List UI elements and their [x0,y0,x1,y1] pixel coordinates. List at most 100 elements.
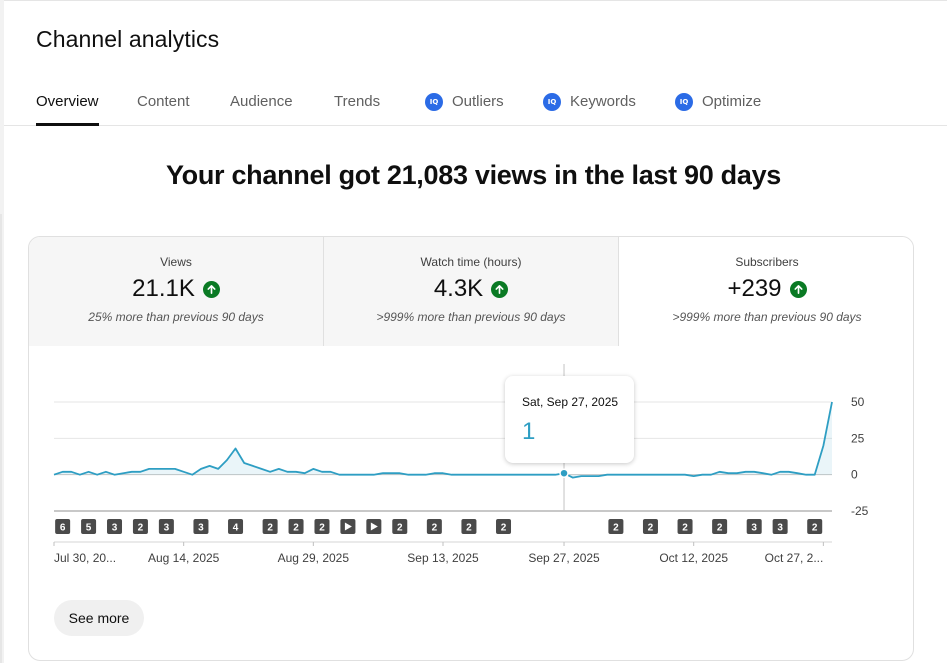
metric-subscribers[interactable]: Subscribers +239 >999% more than previou… [619,237,913,346]
tooltip-date: Sat, Sep 27, 2025 [522,395,619,409]
tab-content[interactable]: Content [137,78,190,125]
metric-value: 21.1K [132,275,195,302]
annotation-count: 5 [86,523,92,534]
annotation-box [288,519,304,534]
annotation-box [81,519,97,534]
metric-value-row: 21.1K [29,275,323,303]
metric-value: +239 [727,275,782,302]
series-line [53,401,833,479]
metric-views[interactable]: Views 21.1K 25% more than previous 90 da… [29,237,324,346]
annotation-box [772,519,788,534]
metric-value-row: 4.3K [324,275,618,303]
annotation-box [642,519,658,534]
metric-value-row: +239 [619,275,913,303]
arrow-up-icon [491,280,509,298]
arrow-up-icon [202,280,220,298]
annotation-box [496,519,512,534]
metric-comparison: >999% more than previous 90 days [672,310,862,324]
metric-comparison: 25% more than previous 90 days [88,310,264,324]
iq-badge-icon: IQ [425,92,443,111]
series-area [54,402,832,478]
annotation-count: 2 [138,523,144,534]
annotation-count: 3 [164,523,170,534]
tooltip-value: 1 [522,418,536,445]
x-tick-label: Aug 14, 2025 [148,551,220,565]
annotation-count: 2 [613,523,619,534]
play-icon [370,522,378,531]
annotation-count: 3 [112,523,118,534]
left-edge-mark [0,214,2,663]
page-left-edge [0,0,4,663]
tab-label: Audience [230,93,293,110]
tab-label: Outliers [452,93,504,110]
annotation-count: 3 [777,523,783,534]
x-tick-label: Jul 30, 20... [54,551,116,565]
iq-badge-icon: IQ [675,92,693,111]
annotation-box [608,519,624,534]
annotation-count: 2 [466,523,472,534]
metric-value: 4.3K [433,275,484,302]
y-tick-label: -25 [851,504,869,518]
tab-outliers[interactable]: IQ Outliers [425,78,504,125]
annotation-count: 2 [501,523,507,534]
x-tick-label: Oct 27, 2... [765,551,824,565]
iq-badge-icon: IQ [543,92,561,111]
annotation-box [746,519,762,534]
x-tick-label: Sep 27, 2025 [528,551,600,565]
metric-label: Watch time (hours) [420,255,522,269]
annotation-count: 2 [812,523,818,534]
tab-label: Content [137,93,190,110]
annotation-box [807,519,823,534]
annotation-count: 2 [648,523,654,534]
tab-keywords[interactable]: IQ Keywords [543,78,636,125]
x-tick-label: Oct 12, 2025 [659,551,728,565]
annotation-box [314,519,330,534]
annotation-count: 2 [293,523,299,534]
annotation-box [193,519,209,534]
metric-label: Subscribers [735,255,799,269]
overview-card: Views 21.1K 25% more than previous 90 da… [28,236,914,661]
y-tick-label: 50 [851,395,865,409]
annotation-count: 3 [198,523,204,534]
arrow-up-icon [789,280,807,298]
page-title: Channel analytics [36,26,220,52]
x-tick-label: Sep 13, 2025 [407,551,479,565]
metric-label: Views [160,255,192,269]
tab-label: Trends [334,93,381,110]
annotation-count: 3 [751,523,757,534]
analytics-tabs: Overview Content Audience Trends IQ Outli… [4,78,947,126]
y-tick-label: 25 [851,431,865,445]
tab-optimize[interactable]: IQ Optimize [675,78,761,125]
chart-tooltip: Sat, Sep 27, 2025 1 [505,376,634,463]
subscribers-line-chart[interactable]: 50 25 0 -25 6 5 3 2 3 3 4 2 2 2 2 2 2 2 2 2 2 2 3 3 2 Jul 30, 20.… [29,346,914,576]
annotation-box [677,519,693,534]
annotation-count: 2 [682,523,688,534]
annotation-count: 4 [233,523,239,534]
tab-overview[interactable]: Overview [36,78,99,126]
tab-label: Keywords [570,93,636,110]
play-icon [344,522,352,531]
tab-trends[interactable]: Trends [334,78,380,125]
annotation-count: 6 [60,523,66,534]
metric-comparison: >999% more than previous 90 days [376,310,566,324]
annotation-box [107,519,123,534]
annotation-count: 2 [267,523,273,534]
tab-label: Optimize [702,93,762,110]
annotation-box [392,519,408,534]
annotation-count: 2 [397,523,403,534]
tab-audience[interactable]: Audience [230,78,293,125]
annotation-box [158,519,174,534]
annotation-box [426,519,442,534]
annotation-box [132,519,148,534]
metric-watch-time[interactable]: Watch time (hours) 4.3K >999% more than … [324,237,619,346]
hover-point [559,468,569,478]
annotation-box [461,519,477,534]
annotation-count: 2 [717,523,723,534]
annotation-box [228,519,244,534]
see-more-button[interactable]: See more [54,600,144,636]
annotation-box [262,519,278,534]
x-tick-label: Aug 29, 2025 [278,551,350,565]
y-tick-label: 0 [851,468,858,482]
summary-headline: Your channel got 21,083 views in the las… [165,160,782,190]
annotation-count: 2 [432,523,438,534]
